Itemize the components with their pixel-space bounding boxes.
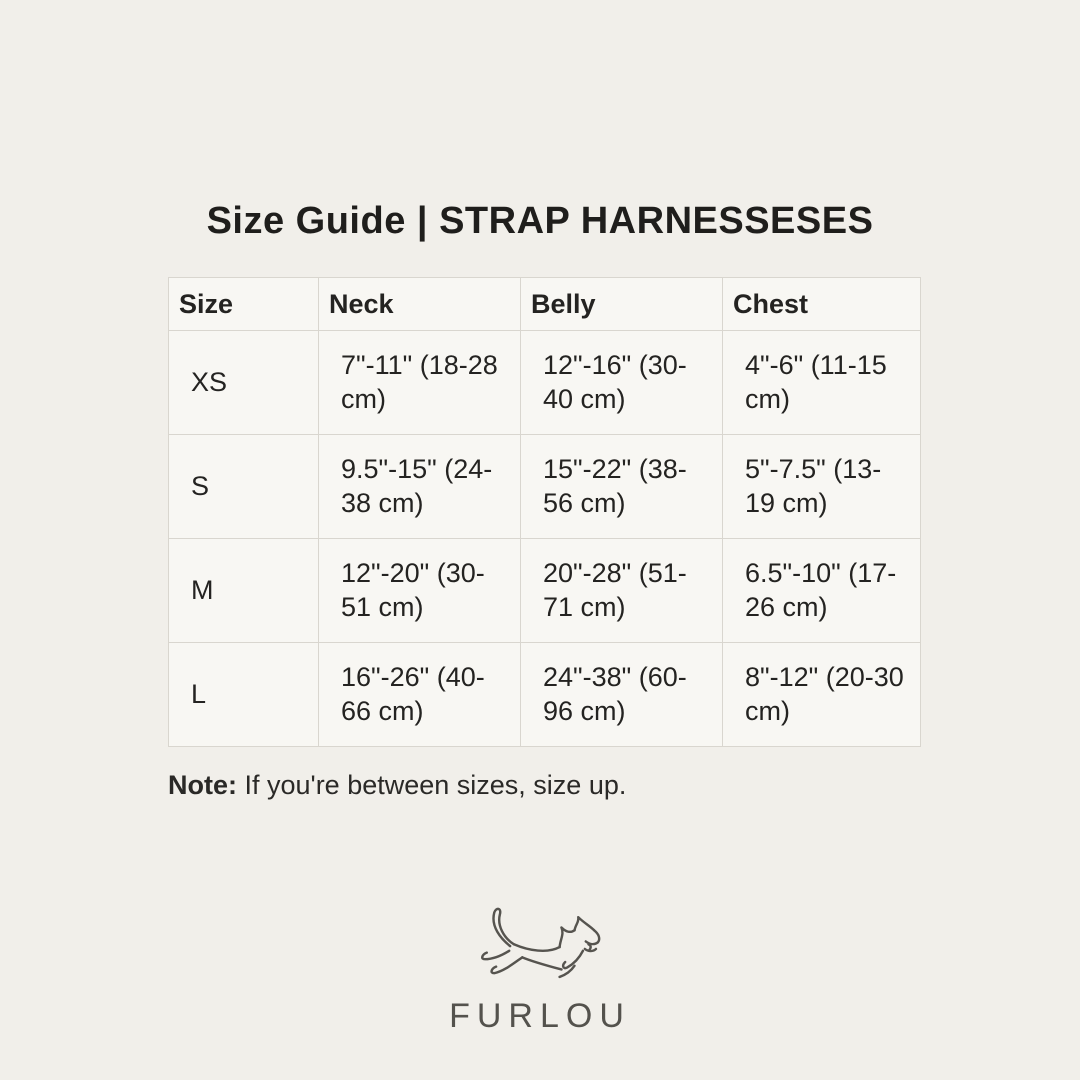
note-text: If you're between sizes, size up. [237, 770, 627, 800]
chest-cell: 4"-6" (11-15 cm) [722, 330, 921, 435]
size-row-m: M 12"-20" (30-51 cm) 20"-28" (51-71 cm) … [168, 538, 921, 643]
size-guide-table: Size Neck Belly Chest XS 7"-11" (18-28 c… [168, 277, 921, 747]
note-label: Note: [168, 770, 237, 800]
neck-cell: 7"-11" (18-28 cm) [318, 330, 521, 435]
belly-cell: 24"-38" (60-96 cm) [520, 642, 723, 747]
size-cell: L [168, 642, 319, 747]
size-row-l: L 16"-26" (40-66 cm) 24"-38" (60-96 cm) … [168, 642, 921, 747]
neck-cell: 16"-26" (40-66 cm) [318, 642, 521, 747]
brand-wordmark: FURLOU [449, 997, 631, 1035]
column-header-neck: Neck [318, 277, 521, 331]
page-title: Size Guide | STRAP HARNESSESES [206, 200, 874, 242]
belly-cell: 12"-16" (30-40 cm) [520, 330, 723, 435]
brand-logo: FURLOU [0, 892, 1080, 1036]
leaping-dog-icon [465, 907, 615, 994]
neck-cell: 12"-20" (30-51 cm) [318, 538, 521, 643]
size-row-s: S 9.5"-15" (24-38 cm) 15"-22" (38-56 cm)… [168, 434, 921, 539]
column-header-chest: Chest [722, 277, 921, 331]
chest-cell: 5"-7.5" (13-19 cm) [722, 434, 921, 539]
belly-cell: 15"-22" (38-56 cm) [520, 434, 723, 539]
size-row-xs: XS 7"-11" (18-28 cm) 12"-16" (30-40 cm) … [168, 330, 921, 435]
column-header-belly: Belly [520, 277, 723, 331]
size-cell: XS [168, 330, 319, 435]
chest-cell: 8"-12" (20-30 cm) [722, 642, 921, 747]
sizing-note: Note: If you're between sizes, size up. [168, 770, 928, 801]
table-header-row: Size Neck Belly Chest [168, 277, 921, 331]
chest-cell: 6.5"-10" (17-26 cm) [722, 538, 921, 643]
size-cell: S [168, 434, 319, 539]
belly-cell: 20"-28" (51-71 cm) [520, 538, 723, 643]
size-cell: M [168, 538, 319, 643]
neck-cell: 9.5"-15" (24-38 cm) [318, 434, 521, 539]
column-header-size: Size [168, 277, 319, 331]
